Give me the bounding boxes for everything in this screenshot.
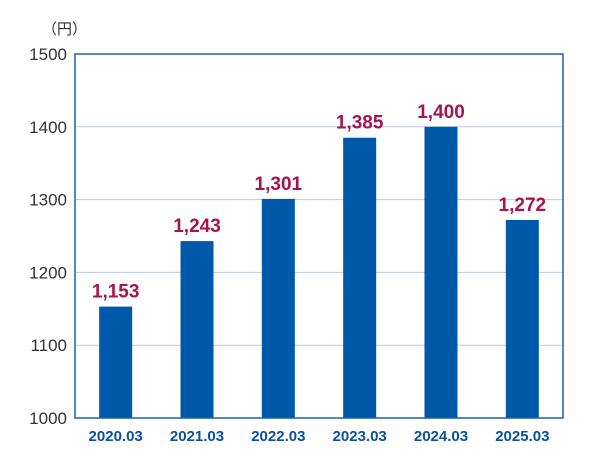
data-label: 1,400 — [417, 102, 465, 123]
data-label: 1,272 — [499, 195, 547, 216]
data-labels: 1,153 1,243 1,301 1,385 1,400 1,272 — [92, 102, 546, 303]
bar — [343, 137, 377, 418]
bar — [424, 126, 458, 419]
bar — [261, 198, 295, 418]
x-tick-label: 2024.03 — [414, 428, 468, 445]
data-label: 1,153 — [92, 282, 140, 303]
bars — [99, 126, 539, 419]
data-label: 1,301 — [255, 174, 303, 195]
x-tick-label: 2025.03 — [495, 428, 549, 445]
y-tick-label: 1000 — [29, 409, 67, 428]
y-tick-label: 1400 — [29, 118, 67, 137]
bar — [505, 219, 539, 418]
bar — [99, 306, 133, 418]
data-label: 1,243 — [173, 216, 221, 237]
unit-label: （円） — [42, 20, 87, 38]
x-tick-label: 2020.03 — [89, 428, 143, 445]
x-axis-labels: 2020.03 2021.03 2022.03 2023.03 2024.03 2025.… — [89, 428, 550, 445]
x-tick-label: 2023.03 — [333, 428, 387, 445]
y-tick-label: 1200 — [29, 263, 67, 282]
y-tick-label: 1500 — [29, 45, 67, 64]
y-axis-ticks: 1000 1100 1200 1300 1400 1500 — [29, 45, 67, 428]
x-tick-label: 2021.03 — [170, 428, 224, 445]
plot-frame — [74, 53, 564, 419]
y-tick-label: 1300 — [29, 191, 67, 210]
data-label: 1,385 — [336, 113, 384, 134]
grid-lines — [75, 126, 563, 346]
x-tick-label: 2022.03 — [251, 428, 305, 445]
bar — [180, 241, 214, 418]
y-tick-label: 1100 — [30, 336, 67, 355]
